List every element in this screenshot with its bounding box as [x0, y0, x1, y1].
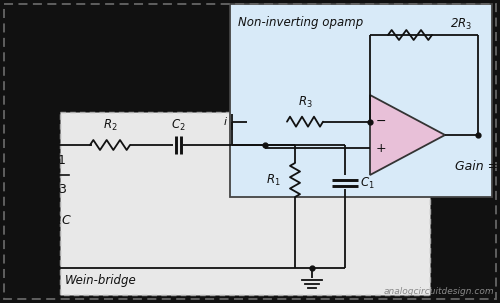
Text: i: i	[224, 117, 227, 127]
Text: 3: 3	[58, 183, 66, 196]
Text: 1: 1	[58, 154, 66, 167]
Text: $R_2$: $R_2$	[102, 118, 118, 133]
Text: +: +	[376, 142, 386, 155]
Text: Gain = 3: Gain = 3	[455, 160, 500, 173]
Text: 2$R_3$: 2$R_3$	[450, 17, 472, 32]
Text: $C_2$: $C_2$	[170, 118, 186, 133]
Polygon shape	[370, 95, 445, 175]
FancyBboxPatch shape	[60, 112, 430, 295]
FancyBboxPatch shape	[230, 4, 492, 197]
Text: analogcircuitdesign.com: analogcircuitdesign.com	[384, 287, 494, 296]
Text: Wein-bridge: Wein-bridge	[65, 274, 137, 287]
Text: $\omega = 1/RC$: $\omega = 1/RC$	[15, 213, 72, 227]
Text: at: at	[25, 194, 38, 207]
Text: Gain =: Gain =	[15, 168, 62, 181]
Text: −: −	[376, 115, 386, 128]
Text: Non-inverting opamp: Non-inverting opamp	[238, 16, 363, 29]
Text: $R_3$: $R_3$	[298, 95, 312, 110]
Text: $C_1$: $C_1$	[360, 175, 374, 191]
Text: $R_1$: $R_1$	[266, 172, 281, 188]
